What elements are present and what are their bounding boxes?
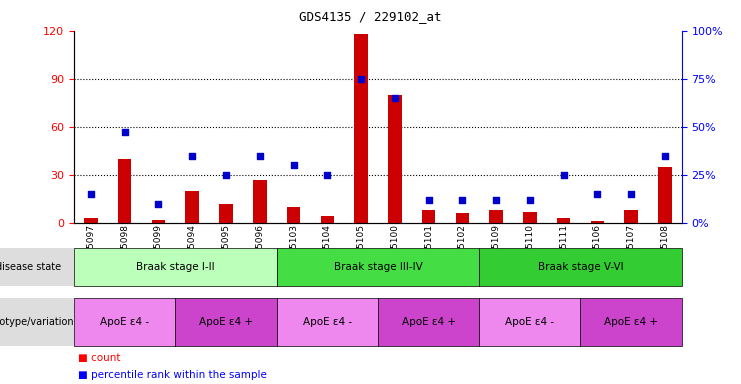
Point <box>625 191 637 197</box>
Point <box>288 162 299 168</box>
Bar <box>219 204 233 223</box>
Text: ■ percentile rank within the sample: ■ percentile rank within the sample <box>78 370 267 380</box>
Point <box>119 129 130 136</box>
Point <box>558 172 570 178</box>
Point <box>85 191 97 197</box>
Text: Braak stage III-IV: Braak stage III-IV <box>333 262 422 272</box>
Bar <box>591 221 604 223</box>
Text: disease state: disease state <box>0 262 61 272</box>
Text: ApoE ε4 +: ApoE ε4 + <box>604 316 658 327</box>
Point <box>186 152 198 159</box>
Bar <box>354 34 368 223</box>
Point <box>389 95 401 101</box>
Bar <box>321 216 334 223</box>
Point <box>524 197 536 203</box>
Text: ApoE ε4 +: ApoE ε4 + <box>199 316 253 327</box>
Bar <box>556 218 571 223</box>
Point <box>456 197 468 203</box>
Text: Braak stage V-VI: Braak stage V-VI <box>538 262 623 272</box>
Point <box>659 152 671 159</box>
Text: ApoE ε4 -: ApoE ε4 - <box>100 316 149 327</box>
Bar <box>625 210 638 223</box>
Point <box>220 172 232 178</box>
Bar <box>523 212 536 223</box>
Text: genotype/variation: genotype/variation <box>0 316 74 327</box>
Bar <box>456 213 469 223</box>
Bar <box>152 220 165 223</box>
Bar <box>489 210 503 223</box>
Text: ApoE ε4 -: ApoE ε4 - <box>303 316 352 327</box>
Point <box>591 191 603 197</box>
Bar <box>253 180 267 223</box>
Point <box>322 172 333 178</box>
Point <box>355 76 367 82</box>
Text: ■ count: ■ count <box>78 353 120 363</box>
Bar <box>185 191 199 223</box>
Bar <box>388 95 402 223</box>
Text: ApoE ε4 -: ApoE ε4 - <box>505 316 554 327</box>
Bar <box>658 167 671 223</box>
Text: ApoE ε4 +: ApoE ε4 + <box>402 316 456 327</box>
Point <box>422 197 434 203</box>
Point <box>254 152 266 159</box>
Text: Braak stage I-II: Braak stage I-II <box>136 262 215 272</box>
Point <box>153 200 165 207</box>
Point <box>490 197 502 203</box>
Bar <box>84 218 98 223</box>
Bar <box>118 159 131 223</box>
Text: GDS4135 / 229102_at: GDS4135 / 229102_at <box>299 10 442 23</box>
Bar <box>287 207 300 223</box>
Bar <box>422 210 435 223</box>
